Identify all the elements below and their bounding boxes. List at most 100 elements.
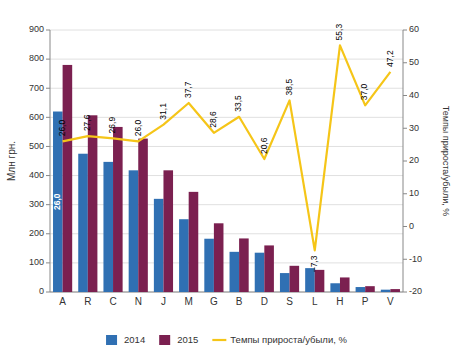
chart: 0100200300400500600700800900-20-10010203… — [0, 0, 455, 354]
bar — [280, 273, 290, 292]
bar — [53, 112, 63, 292]
data-label: 27,6 — [82, 114, 92, 131]
bar — [129, 170, 139, 292]
bar — [239, 238, 249, 292]
legend-label: 2015 — [177, 334, 198, 345]
grid-line — [50, 204, 403, 205]
y-tick-label: 800 — [29, 53, 44, 63]
bar — [381, 290, 391, 292]
y-tick-label: 500 — [29, 141, 44, 151]
y2-tick — [403, 292, 407, 293]
data-label: 26,0 — [133, 120, 143, 137]
grid-line — [50, 175, 403, 176]
y-tick — [46, 117, 50, 118]
y-tick-label: 400 — [29, 170, 44, 180]
legend: 2014 2015 Темпы прироста/убыли, % — [106, 334, 347, 345]
bar — [365, 286, 375, 292]
data-label: 26,0 — [57, 120, 67, 137]
bar — [255, 253, 265, 292]
y2-tick — [403, 259, 407, 260]
x-tick-label: G — [210, 296, 218, 307]
bar — [88, 115, 98, 292]
data-label: 38,5 — [284, 79, 294, 96]
y-axis-title: Млн грн. — [6, 141, 17, 181]
x-tick-label: A — [59, 296, 66, 307]
x-axis-line — [50, 292, 403, 293]
grid-line — [50, 146, 403, 147]
data-label: 20,6 — [259, 137, 269, 154]
x-tick-label: R — [84, 296, 91, 307]
y-tick-label: 900 — [29, 24, 44, 34]
y2-tick — [403, 30, 407, 31]
plot-area — [53, 45, 400, 292]
bar — [356, 287, 366, 292]
x-tick-label: N — [135, 296, 142, 307]
y2-axis-line — [403, 30, 404, 292]
x-tick-label: M — [185, 296, 193, 307]
grid-line — [50, 88, 403, 89]
bar — [163, 170, 173, 292]
y2-tick-label: 30 — [409, 123, 419, 133]
x-tick-label: J — [161, 296, 166, 307]
x-tick-label: D — [261, 296, 268, 307]
x-tick-label: C — [109, 296, 116, 307]
bar — [78, 154, 88, 292]
grid-line — [50, 262, 403, 263]
y2-tick-label: 50 — [409, 57, 419, 67]
data-label: 55,3 — [334, 24, 344, 41]
bar — [315, 270, 325, 292]
page: {"chart_data": {"type": "bar", "categori… — [0, 0, 455, 354]
bar — [189, 192, 199, 292]
legend-item: Темпы прироста/убыли, % — [212, 334, 347, 345]
legend-swatch — [106, 335, 117, 345]
y-tick-label: 700 — [29, 83, 44, 93]
y-tick — [46, 233, 50, 234]
data-label: 33,5 — [233, 95, 243, 112]
data-label: –7,3 — [309, 255, 319, 272]
legend-label: Темпы прироста/убыли, % — [230, 334, 347, 345]
y-tick-label: 0 — [39, 286, 44, 296]
y-tick — [46, 59, 50, 60]
y-tick — [46, 262, 50, 263]
legend-swatch — [159, 335, 170, 345]
x-tick-label: B — [236, 296, 243, 307]
data-label: 31,1 — [158, 103, 168, 120]
data-label: 37,7 — [183, 81, 193, 98]
y2-tick — [403, 95, 407, 96]
bar — [63, 65, 73, 292]
y-tick — [46, 204, 50, 205]
legend-item: 2015 — [159, 334, 198, 345]
x-tick-label: V — [387, 296, 394, 307]
bar — [264, 245, 274, 292]
bar — [230, 252, 240, 292]
legend-label: 2014 — [124, 334, 145, 345]
y2-tick-label: -20 — [409, 286, 422, 296]
bar — [214, 223, 224, 292]
data-label: 26,9 — [107, 117, 117, 134]
legend-item: 2014 — [106, 334, 145, 345]
y-tick — [46, 30, 50, 31]
line — [63, 45, 391, 250]
y2-tick — [403, 62, 407, 63]
x-tick-label: H — [336, 296, 343, 307]
grid-line — [50, 233, 403, 234]
y2-tick-label: 0 — [409, 221, 414, 231]
grid-line — [50, 59, 403, 60]
data-label: 37,0 — [359, 84, 369, 101]
bar — [154, 199, 164, 292]
y-tick — [46, 292, 50, 293]
data-label: 28,6 — [208, 111, 218, 128]
y-tick — [46, 88, 50, 89]
bar — [290, 266, 300, 292]
y2-tick — [403, 128, 407, 129]
y2-tick-label: 40 — [409, 90, 419, 100]
chart-container: 0100200300400500600700800900-20-10010203… — [0, 0, 455, 354]
bar — [204, 239, 214, 292]
x-tick-label: L — [312, 296, 318, 307]
y2-tick-label: 60 — [409, 24, 419, 34]
grid-line — [50, 292, 403, 293]
bar — [330, 283, 340, 292]
x-tick-label: S — [286, 296, 293, 307]
legend-swatch — [212, 339, 226, 341]
x-tick-label: P — [362, 296, 369, 307]
